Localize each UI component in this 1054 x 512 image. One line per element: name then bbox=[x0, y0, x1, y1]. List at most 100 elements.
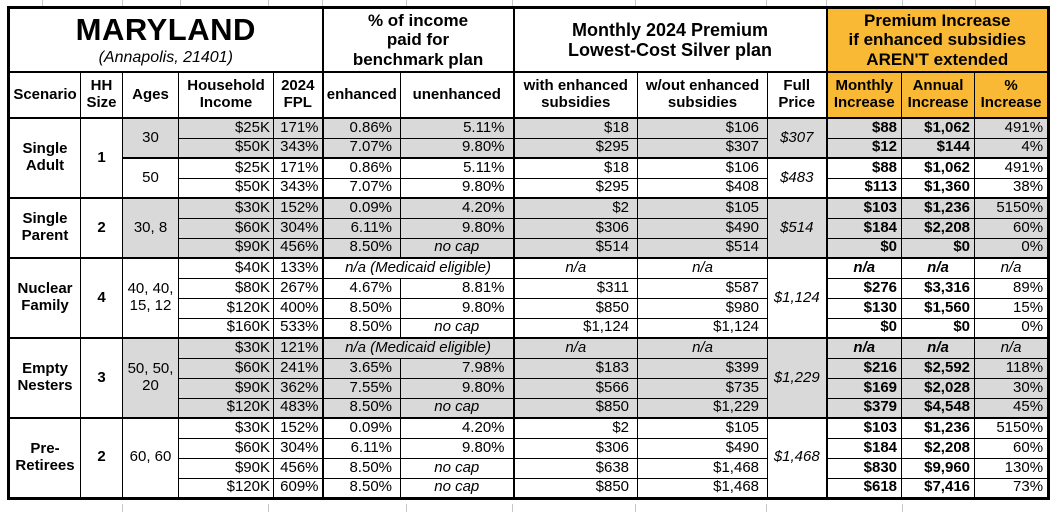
col-header-full-price: Full Price bbox=[767, 71, 828, 119]
with-subsidies-cell: $850 bbox=[512, 397, 639, 419]
unenhanced-pct-cell: no cap bbox=[400, 477, 515, 499]
pct-increase-cell: 0% bbox=[974, 237, 1050, 259]
enhanced-pct-cell: 0.09% bbox=[321, 197, 402, 219]
without-subsidies-cell: $408 bbox=[637, 177, 769, 199]
pct-increase-cell: 491% bbox=[974, 117, 1050, 139]
pct-increase-cell: n/a bbox=[974, 257, 1050, 279]
annual-increase-cell: $7,416 bbox=[901, 477, 976, 499]
full-price-cell: $1,468 bbox=[767, 417, 828, 499]
pct-increase-cell: 0% bbox=[974, 317, 1050, 339]
table-row: $80K 267% 4.67% 8.81% $311 $587 $276 $3,… bbox=[9, 277, 1050, 299]
annual-increase-cell: $2,208 bbox=[901, 437, 976, 459]
full-price-cell: $307 bbox=[767, 117, 828, 159]
pct-increase-cell: 60% bbox=[974, 217, 1050, 239]
without-subsidies-cell: $106 bbox=[637, 117, 769, 139]
enhanced-pct-cell: 4.67% bbox=[321, 277, 402, 299]
group-header-line: % of income bbox=[367, 11, 469, 31]
pct-increase-cell: 30% bbox=[974, 377, 1050, 399]
gridline-tick bbox=[512, 504, 513, 512]
without-subsidies-cell: $490 bbox=[637, 437, 769, 459]
full-price-cell: $514 bbox=[767, 197, 828, 259]
fpl-cell: 343% bbox=[272, 177, 324, 199]
gridline-tick bbox=[635, 504, 636, 512]
enhanced-pct-cell: 6.11% bbox=[321, 437, 402, 459]
gridline-tick bbox=[180, 0, 181, 7]
gridline-tick bbox=[42, 0, 43, 7]
income-cell: $120K bbox=[178, 477, 274, 499]
pct-increase-cell: 5150% bbox=[974, 417, 1050, 439]
annual-increase-cell: $1,062 bbox=[901, 117, 976, 139]
enhanced-pct-cell: 7.07% bbox=[321, 177, 402, 199]
group-header-line: Premium Increase bbox=[864, 11, 1011, 31]
state-name: MARYLAND bbox=[75, 12, 256, 48]
group-header-premium: Monthly 2024 Premium Lowest-Cost Silver … bbox=[512, 7, 828, 73]
without-subsidies-cell: $105 bbox=[637, 417, 769, 439]
enhanced-pct-cell: 8.50% bbox=[321, 457, 402, 479]
monthly-increase-cell: $0 bbox=[825, 317, 903, 339]
with-subsidies-cell: $638 bbox=[512, 457, 639, 479]
monthly-increase-cell: $216 bbox=[825, 357, 903, 379]
monthly-increase-cell: n/a bbox=[825, 257, 903, 279]
with-subsidies-cell: $311 bbox=[512, 277, 639, 299]
enhanced-pct-cell: 8.50% bbox=[321, 477, 402, 499]
annual-increase-cell: $2,208 bbox=[901, 217, 976, 239]
monthly-increase-cell: $618 bbox=[825, 477, 903, 499]
monthly-increase-cell: $130 bbox=[825, 297, 903, 319]
without-subsidies-cell: $490 bbox=[637, 217, 769, 239]
pct-increase-cell: 73% bbox=[974, 477, 1050, 499]
annual-increase-cell: $144 bbox=[901, 137, 976, 159]
ages-cell: 50, 50, 20 bbox=[122, 337, 179, 419]
gridline-tick bbox=[902, 504, 903, 512]
table-row: $90K 456% 8.50% no cap $638 $1,468 $830 … bbox=[9, 457, 1050, 479]
table-row: Pre-Retirees 2 60, 60 $30K 152% 0.09% 4.… bbox=[8, 417, 1050, 499]
without-subsidies-cell: n/a bbox=[637, 337, 769, 359]
income-cell: $30K bbox=[178, 197, 274, 219]
group-header-benchmark: % of income paid for benchmark plan bbox=[321, 7, 515, 73]
annual-increase-cell: $2,028 bbox=[901, 377, 976, 399]
fpl-cell: 400% bbox=[272, 297, 324, 319]
fpl-cell: 152% bbox=[272, 197, 324, 219]
unenhanced-pct-cell: no cap bbox=[400, 457, 515, 479]
gridline-tick bbox=[766, 504, 767, 512]
unenhanced-pct-cell: 4.20% bbox=[400, 197, 515, 219]
income-cell: $25K bbox=[178, 117, 274, 139]
unenhanced-pct-cell: 4.20% bbox=[400, 417, 515, 439]
state-location: (Annapolis, 21401) bbox=[98, 48, 233, 66]
with-subsidies-cell: $295 bbox=[512, 177, 639, 199]
enhanced-pct-cell: 7.07% bbox=[321, 137, 402, 159]
with-subsidies-cell: $1,124 bbox=[512, 317, 639, 339]
full-price-cell: $1,124 bbox=[767, 257, 828, 339]
fpl-cell: 171% bbox=[272, 117, 324, 139]
medicaid-note-cell: n/a (Medicaid eligible) bbox=[321, 337, 515, 359]
table-row: Single Parent 2 30, 8 $30K 152% 0.09% 4.… bbox=[8, 197, 1050, 259]
fpl-cell: 304% bbox=[272, 437, 324, 459]
pct-increase-cell: 130% bbox=[974, 457, 1050, 479]
income-cell: $90K bbox=[178, 377, 274, 399]
enhanced-pct-cell: 0.09% bbox=[321, 417, 402, 439]
monthly-increase-cell: $88 bbox=[825, 157, 903, 179]
gridline-tick bbox=[766, 0, 767, 7]
table-row: 50 $25K 171% 0.86% 5.11% $18 $106 $483 $… bbox=[9, 157, 1050, 199]
unenhanced-pct-cell: 9.80% bbox=[400, 217, 515, 239]
scenario-cell: Pre-Retirees bbox=[8, 417, 81, 499]
gridline-tick bbox=[406, 504, 407, 512]
table-row: $50K 343% 7.07% 9.80% $295 $307 $12 $144… bbox=[9, 137, 1050, 159]
income-cell: $90K bbox=[178, 457, 274, 479]
enhanced-pct-cell: 8.50% bbox=[321, 297, 402, 319]
income-cell: $40K bbox=[178, 257, 274, 279]
scenario-cell: Single Parent bbox=[8, 197, 81, 259]
income-cell: $120K bbox=[178, 397, 274, 419]
fpl-cell: 241% bbox=[272, 357, 324, 379]
fpl-cell: 152% bbox=[272, 417, 324, 439]
annual-increase-cell: $1,360 bbox=[901, 177, 976, 199]
income-cell: $60K bbox=[178, 217, 274, 239]
table-row: $60K 304% 6.11% 9.80% $306 $490 $184 $2,… bbox=[9, 437, 1050, 459]
annual-increase-cell: $1,236 bbox=[901, 197, 976, 219]
with-subsidies-cell: $850 bbox=[512, 297, 639, 319]
col-header-pct-increase: % Increase bbox=[974, 71, 1050, 119]
hh-size-cell: 2 bbox=[80, 197, 123, 259]
pct-increase-cell: 60% bbox=[974, 437, 1050, 459]
unenhanced-pct-cell: 9.80% bbox=[400, 297, 515, 319]
fpl-cell: 133% bbox=[272, 257, 324, 279]
col-header-with-subsidies: with enhanced subsidies bbox=[512, 71, 639, 119]
